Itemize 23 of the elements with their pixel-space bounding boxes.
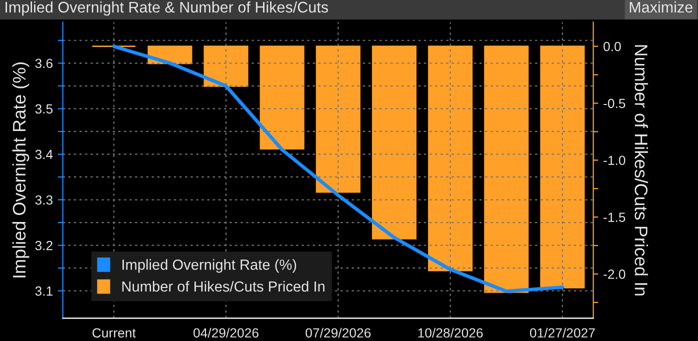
y2-tick-label: -0.5	[604, 98, 626, 108]
x-tick-label: 04/29/2026	[194, 328, 258, 338]
y2-tick-label: -2.0	[604, 270, 626, 279]
y2-axis-title: Number of Hikes/Cuts Priced In	[634, 45, 648, 296]
y-tick-label: 3.5	[35, 104, 53, 114]
line-series	[112, 44, 564, 294]
y-tick-label: 3.6	[35, 58, 53, 68]
chart-title: Implied Overnight Rate & Number of Hikes/Cuts	[6, 1, 328, 16]
text: Maximize	[630, 1, 692, 13]
y2-tick-label: 0.0	[604, 42, 621, 52]
x-tick-label: 07/29/2026	[306, 328, 371, 338]
y2-tick-label: -1.0	[604, 156, 626, 166]
legend-label: Implied Overnight Rate (%)	[122, 259, 296, 273]
x-tick-label: 10/28/2026	[418, 328, 483, 338]
y-tick-label: 3.1	[35, 286, 52, 296]
y-tick-label: 3.2	[35, 240, 52, 250]
y2-tick-label: -1.5	[604, 212, 626, 222]
x-tick-label: 01/27/2027	[530, 328, 595, 338]
y-tick-label: 3.4	[35, 150, 53, 160]
y-axis-title: Implied Overnight Rate (%)	[12, 62, 30, 278]
y-tick-label: 3.3	[35, 195, 53, 205]
x-tick-label: Current	[92, 328, 136, 338]
legend-label: Number of Hikes/Cuts Priced In	[122, 280, 324, 292]
